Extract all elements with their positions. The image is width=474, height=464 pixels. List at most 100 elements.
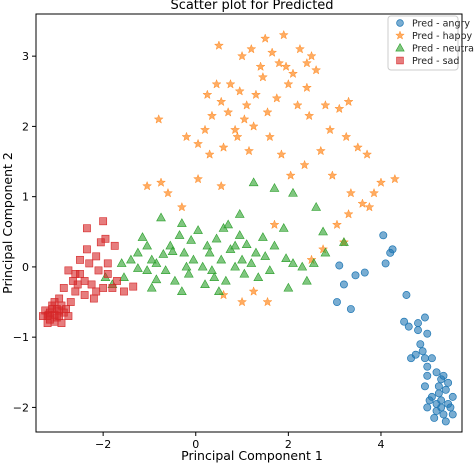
point-pred-happy [281, 61, 291, 71]
legend-label-pred-happy: Pred - happy [412, 31, 473, 42]
point-pred-angry [432, 399, 441, 408]
point-pred-sad [113, 277, 121, 285]
point-pred-neutral [119, 272, 129, 281]
point-pred-sad [71, 270, 80, 278]
point-pred-sad [55, 306, 64, 315]
point-pred-angry [423, 329, 432, 338]
point-pred-sad [80, 277, 89, 285]
point-pred-angry [333, 298, 341, 306]
point-pred-happy [327, 170, 338, 180]
point-pred-happy [193, 173, 203, 184]
point-pred-neutral [158, 249, 169, 258]
point-pred-happy [304, 110, 315, 121]
point-pred-angry [421, 382, 429, 391]
point-pred-sad [76, 255, 84, 264]
point-pred-angry [351, 271, 360, 280]
point-pred-happy [262, 296, 273, 307]
point-pred-happy [389, 173, 400, 184]
x-axis-label: Principal Component 1 [181, 448, 323, 463]
plot-frame [35, 13, 463, 433]
point-pred-neutral [176, 218, 187, 227]
point-pred-happy [223, 107, 234, 117]
point-pred-neutral [214, 286, 224, 296]
legend-label-pred-neutral: Pred - neutral [412, 44, 474, 55]
y-tick-label: 1 [22, 191, 29, 204]
point-pred-angry [402, 291, 411, 299]
legend-label-pred-sad: Pred - sad [412, 56, 459, 67]
point-pred-sad [73, 280, 82, 289]
point-pred-neutral [181, 261, 192, 271]
point-pred-neutral [301, 275, 312, 285]
point-pred-angry [446, 403, 455, 412]
point-pred-neutral [283, 282, 294, 292]
point-pred-happy [301, 82, 312, 92]
point-pred-neutral [239, 268, 250, 278]
point-pred-neutral [234, 209, 245, 218]
point-pred-angry [414, 326, 422, 335]
point-pred-happy [345, 187, 356, 198]
y-tick-label: −2 [13, 401, 29, 414]
point-pred-neutral [230, 261, 240, 271]
point-pred-angry [404, 322, 413, 331]
point-pred-neutral [297, 261, 308, 271]
point-pred-neutral [179, 247, 190, 257]
point-pred-happy [299, 159, 310, 170]
point-pred-happy [207, 110, 217, 121]
point-pred-sad [59, 284, 68, 292]
point-pred-neutral [311, 201, 322, 211]
point-pred-angry [423, 403, 432, 412]
point-pred-happy [271, 93, 282, 103]
point-pred-sad [64, 266, 73, 275]
point-pred-neutral [132, 247, 143, 257]
point-pred-neutral [188, 254, 199, 264]
point-pred-angry [430, 413, 439, 422]
point-pred-neutral [288, 187, 298, 197]
point-pred-neutral [209, 272, 220, 281]
point-pred-sad [129, 282, 138, 291]
y-tick-label: 2 [22, 120, 29, 133]
legend-label-pred-angry: Pred - angry [412, 19, 470, 30]
point-pred-happy [264, 131, 275, 142]
point-pred-neutral [216, 254, 227, 264]
point-pred-happy [343, 209, 354, 219]
point-pred-neutral [220, 275, 231, 285]
point-pred-angry [423, 362, 432, 371]
point-pred-happy [248, 121, 259, 131]
point-pred-happy [341, 131, 352, 142]
point-pred-happy [156, 177, 166, 187]
point-pred-neutral [260, 251, 271, 260]
point-pred-neutral [193, 225, 203, 234]
point-pred-happy [163, 187, 173, 198]
point-pred-sad [92, 287, 101, 296]
point-pred-neutral [202, 240, 213, 250]
y-tick-label: 0 [22, 261, 29, 274]
point-pred-sad [66, 298, 75, 306]
point-pred-happy [306, 254, 317, 265]
point-pred-happy [202, 89, 213, 99]
point-pred-sad [92, 252, 101, 261]
point-pred-happy [334, 103, 345, 114]
point-pred-happy [142, 180, 153, 191]
point-pred-neutral [237, 254, 247, 264]
point-pred-happy [260, 33, 271, 43]
point-pred-happy [285, 170, 296, 180]
point-pred-happy [301, 58, 312, 68]
point-pred-happy [239, 114, 250, 124]
point-pred-sad [83, 224, 91, 233]
point-pred-happy [248, 286, 259, 296]
point-pred-happy [295, 43, 305, 54]
point-pred-angry [418, 347, 427, 356]
point-pred-sad [64, 312, 73, 320]
point-pred-angry [407, 354, 416, 363]
point-pred-angry [444, 378, 453, 387]
point-pred-happy [274, 58, 285, 68]
point-pred-happy [292, 100, 303, 110]
point-pred-neutral [248, 177, 259, 187]
point-pred-neutral [142, 240, 153, 250]
point-pred-angry [414, 319, 422, 328]
point-pred-angry [421, 313, 429, 322]
point-pred-sad [96, 238, 105, 247]
point-pred-happy [267, 47, 278, 57]
